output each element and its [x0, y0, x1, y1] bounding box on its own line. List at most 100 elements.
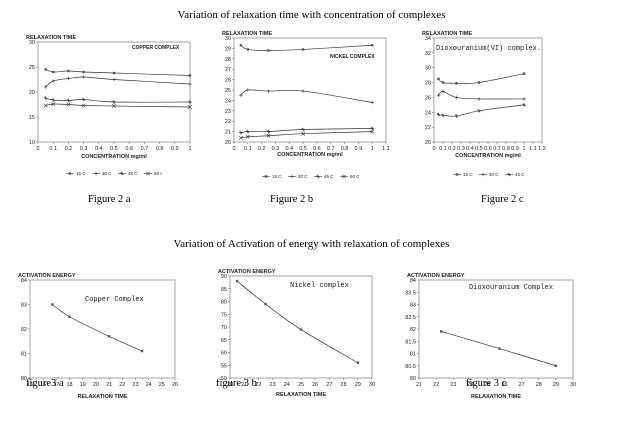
y-tick-label: 25 — [225, 88, 231, 94]
data-point — [81, 103, 86, 108]
data-point — [522, 97, 526, 101]
y-tick-label: 82 — [410, 327, 416, 333]
series-line — [236, 280, 358, 364]
caption-fig3b: figure 3 b — [216, 378, 257, 389]
y-tick-label: 24 — [425, 110, 431, 116]
y-tick-label: 80 — [221, 300, 227, 306]
y-tick-label: 15 — [29, 115, 35, 121]
x-tick-label: 20 — [93, 382, 99, 388]
data-point — [246, 48, 250, 51]
x-tick-label: 21 — [241, 382, 247, 388]
y-tick-label: 32 — [425, 51, 431, 57]
y-tick-label: 29 — [225, 46, 231, 52]
x-tick-label: 26 — [312, 382, 318, 388]
x-tick-label: 22 — [433, 382, 439, 388]
chart-fig2a: 10 15 20 25 30 0 0.1 0.2 0.3 0.4 0.5 0.6 0.7 0.8 0.9 1 R… — [26, 35, 193, 176]
y-axis-title: RELAXATION TIME — [422, 31, 472, 37]
data-point — [188, 100, 192, 104]
data-point — [441, 81, 445, 84]
y-tick-label: 25 — [29, 65, 35, 71]
data-point — [82, 70, 85, 74]
chart-title: COPPER COMPLEX — [132, 45, 180, 51]
data-point — [356, 361, 359, 364]
data-point — [454, 114, 459, 118]
series-line — [45, 103, 191, 108]
y-tick-label: 21 — [225, 130, 231, 136]
x-tick-label: 25 — [484, 382, 490, 388]
data-point — [44, 68, 47, 71]
y-axis-title: ACTIVATION ENERGY — [18, 273, 76, 279]
chart-fig3c: 80 80.5 81 81.5 82 82.5 83 83.5 84 21 22 23 24 25 26 27… — [405, 273, 576, 400]
x-tick-label: 0.3 — [272, 146, 280, 152]
data-point — [111, 103, 117, 109]
caption-fig2c: Figure 2 c — [481, 194, 524, 205]
x-tick-label: 0.5 — [110, 146, 118, 152]
data-point — [436, 93, 441, 97]
data-point — [51, 98, 55, 102]
x-axis-title: RELAXATION TIME — [471, 394, 521, 400]
legend-label: 45 C — [324, 174, 334, 179]
x-tick-label: 27 — [326, 382, 332, 388]
data-point — [437, 77, 440, 81]
data-point — [51, 101, 56, 107]
y-tick-label: 82.5 — [405, 315, 416, 321]
series-line — [45, 76, 191, 88]
data-point — [112, 77, 116, 82]
x-tick-label: 1 — [522, 146, 525, 152]
data-point — [238, 135, 243, 140]
y-tick-label: 10 — [29, 140, 35, 146]
data-point — [140, 349, 144, 353]
x-tick-label: 0.8 — [156, 146, 164, 152]
y-tick-label: 26 — [225, 78, 231, 84]
x-tick-label: 0.2 — [65, 146, 73, 152]
x-tick-label: 0.6 — [313, 146, 321, 152]
x-tick-label: 0.9 — [511, 146, 519, 152]
legend-label: 60 C — [350, 174, 360, 179]
legend-marker — [507, 172, 511, 177]
x-tick-label: 30 — [369, 382, 375, 388]
data-point — [235, 279, 239, 283]
y-tick-label: 24 — [225, 98, 231, 104]
data-point — [301, 131, 306, 136]
data-point — [188, 82, 192, 86]
legend-label: 60 c — [154, 171, 163, 176]
chart-title: NICKEL COMPLEX — [330, 54, 375, 60]
data-point — [267, 49, 270, 52]
x-tick-label: 1.2 — [538, 146, 546, 152]
x-tick-label: 24 — [467, 382, 473, 388]
y-tick-label: 82 — [21, 327, 27, 333]
data-point — [266, 133, 271, 138]
legend-label: 15 C — [76, 171, 86, 176]
y-tick-label: 84 — [410, 278, 416, 284]
x-tick-label: 0.9 — [355, 146, 363, 152]
data-point — [51, 79, 55, 83]
chart-title: Copper Complex — [85, 296, 144, 304]
data-point — [477, 109, 481, 113]
legend-marker — [68, 172, 72, 175]
y-tick-label: 30 — [425, 66, 431, 72]
data-point — [436, 112, 441, 117]
x-tick-label: 0.7 — [141, 146, 149, 152]
data-point — [264, 302, 267, 306]
data-point — [301, 127, 305, 132]
x-tick-label: 17 — [53, 382, 59, 388]
series-line — [240, 131, 373, 139]
x-tick-label: 0.7 — [327, 146, 335, 152]
y-tick-label: 81 — [21, 352, 27, 358]
y-tick-label: 84 — [21, 278, 27, 284]
x-axis-title: CONCENTRATION mg/ml — [81, 154, 147, 160]
y-tick-label: 70 — [221, 325, 227, 331]
legend-marker — [290, 174, 294, 179]
x-tick-label: 27 — [519, 382, 525, 388]
x-tick-label: 22 — [255, 382, 261, 388]
x-tick-label: 0.7 — [493, 146, 501, 152]
x-tick-label: 0.6 — [484, 146, 492, 152]
y-axis-title: RELAXATION TIME — [26, 35, 76, 41]
data-point — [299, 328, 303, 331]
data-point — [66, 102, 71, 107]
x-tick-label: 0.9 — [171, 146, 179, 152]
y-tick-label: 80.5 — [405, 364, 416, 370]
legend-marker — [120, 171, 124, 176]
plot-area — [433, 37, 543, 143]
